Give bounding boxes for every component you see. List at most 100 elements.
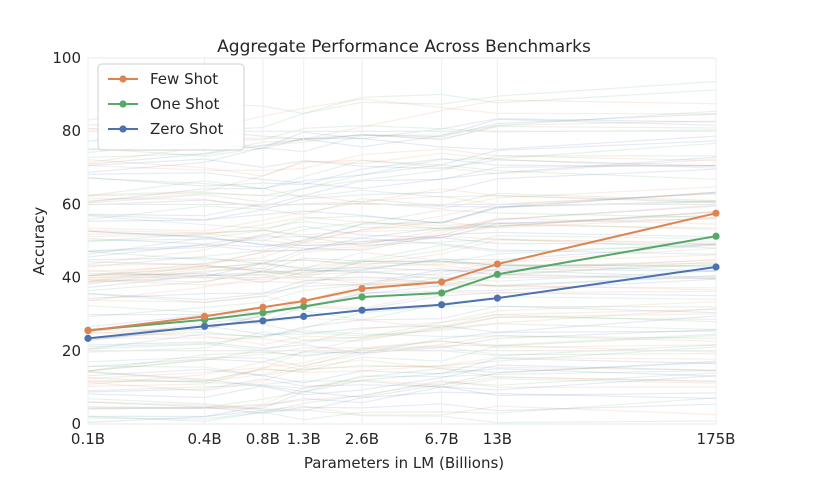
background-benchmark-line [87,164,717,208]
y-tick-label: 60 [62,195,81,213]
background-benchmark-line [87,211,717,230]
data-point [438,289,446,297]
background-benchmark-line [87,217,717,277]
x-tick-label: 0.8B [246,430,280,448]
background-benchmark-line [87,329,717,354]
background-benchmark-line [87,361,717,385]
background-benchmark-line [87,118,717,173]
background-benchmark-line [87,359,717,392]
background-benchmark-line [87,401,717,416]
background-benchmark-line [87,244,717,277]
background-benchmark-line [87,118,717,165]
x-tick-label: 2.6B [345,430,379,448]
background-benchmark-line [87,148,717,171]
background-benchmark-line [87,269,717,289]
background-benchmark-line [87,201,717,255]
background-benchmark-line [87,158,717,196]
background-benchmark-line [87,398,717,424]
y-tick-label: 20 [62,342,81,360]
background-benchmark-line [87,233,717,265]
background-benchmark-line [87,158,717,170]
data-point [200,312,209,320]
background-benchmark-line [87,247,717,283]
background-benchmark-line [87,333,717,358]
background-benchmark-line [87,159,717,197]
series-line [87,266,717,340]
background-benchmark-line [87,209,717,268]
background-benchmark-line [87,375,717,423]
background-benchmark-line [87,257,717,273]
data-point [200,322,209,330]
data-point [358,284,366,293]
data-point [84,327,92,335]
background-benchmark-line [87,193,717,209]
background-benchmark-line [87,376,717,409]
background-benchmark-line [87,218,717,252]
background-benchmark-line [87,274,717,287]
y-tick-label: 80 [62,122,81,140]
background-benchmark-line [87,340,717,372]
y-axis-label: Accuracy [30,207,48,276]
background-benchmark-line [87,301,717,345]
background-benchmark-line [87,315,717,337]
data-point [712,263,720,271]
background-benchmark-line [87,211,717,282]
background-benchmark-line [87,110,717,157]
data-point [259,303,267,311]
data-point [300,302,308,311]
background-benchmark-line [87,377,717,389]
legend-label: Few Shot [150,70,218,88]
background-benchmark-line [87,225,717,245]
background-benchmark-line [87,362,717,392]
legend-label: Zero Shot [150,120,223,138]
background-benchmark-line [87,268,717,301]
background-benchmark-line [87,204,717,247]
series-line [87,235,717,332]
legend-marker [119,125,127,133]
background-benchmark-line [87,379,717,410]
series-line [87,212,717,332]
background-benchmark-line [87,140,717,203]
background-benchmark-line [87,142,717,197]
background-benchmark-line [87,401,717,415]
data-point [712,232,720,240]
y-tick-label: 40 [62,269,81,287]
tick-labels: 0 20 40 60 80 100 0.1B 0.4B 0.8B 1.3B 2.6B 6.7B 13B 1… [52,49,735,448]
background-benchmark-line [87,346,717,377]
background-benchmark-line [87,158,717,187]
background-benchmark-line [87,397,717,421]
x-tick-label: 0.1B [71,430,105,448]
background-benchmark-line [87,391,717,418]
background-benchmark-line [87,296,717,321]
data-point [300,297,308,305]
x-axis-label: Parameters in LM (Billions) [304,454,504,472]
background-benchmark-line [87,269,717,288]
background-benchmark-line [87,378,717,397]
background-benchmark-line [87,346,717,368]
background-benchmark-line [87,188,717,204]
background-benchmark-line [87,234,717,292]
background-benchmark-line [87,230,717,252]
background-benchmark-line [87,214,717,265]
background-benchmark-line [87,334,717,383]
data-point [259,309,267,317]
background-benchmark-line [87,360,717,399]
background-benchmark-line [87,344,717,372]
data-point [358,293,366,301]
background-benchmark-line [87,305,717,350]
background-benchmark-line [87,372,717,423]
data-point [438,278,446,286]
background-benchmark-line [87,200,717,258]
background-benchmark-line [87,274,717,291]
background-benchmark-line [87,221,717,242]
data-point [493,270,501,278]
background-benchmark-line [87,334,717,383]
background-benchmark-line [87,186,717,232]
background-benchmark-line [87,205,717,247]
data-point [493,260,501,268]
background-benchmark-line [87,314,717,353]
data-point [438,301,446,309]
legend: Few Shot One Shot Zero Shot [97,63,245,151]
background-benchmark-line [87,305,717,339]
